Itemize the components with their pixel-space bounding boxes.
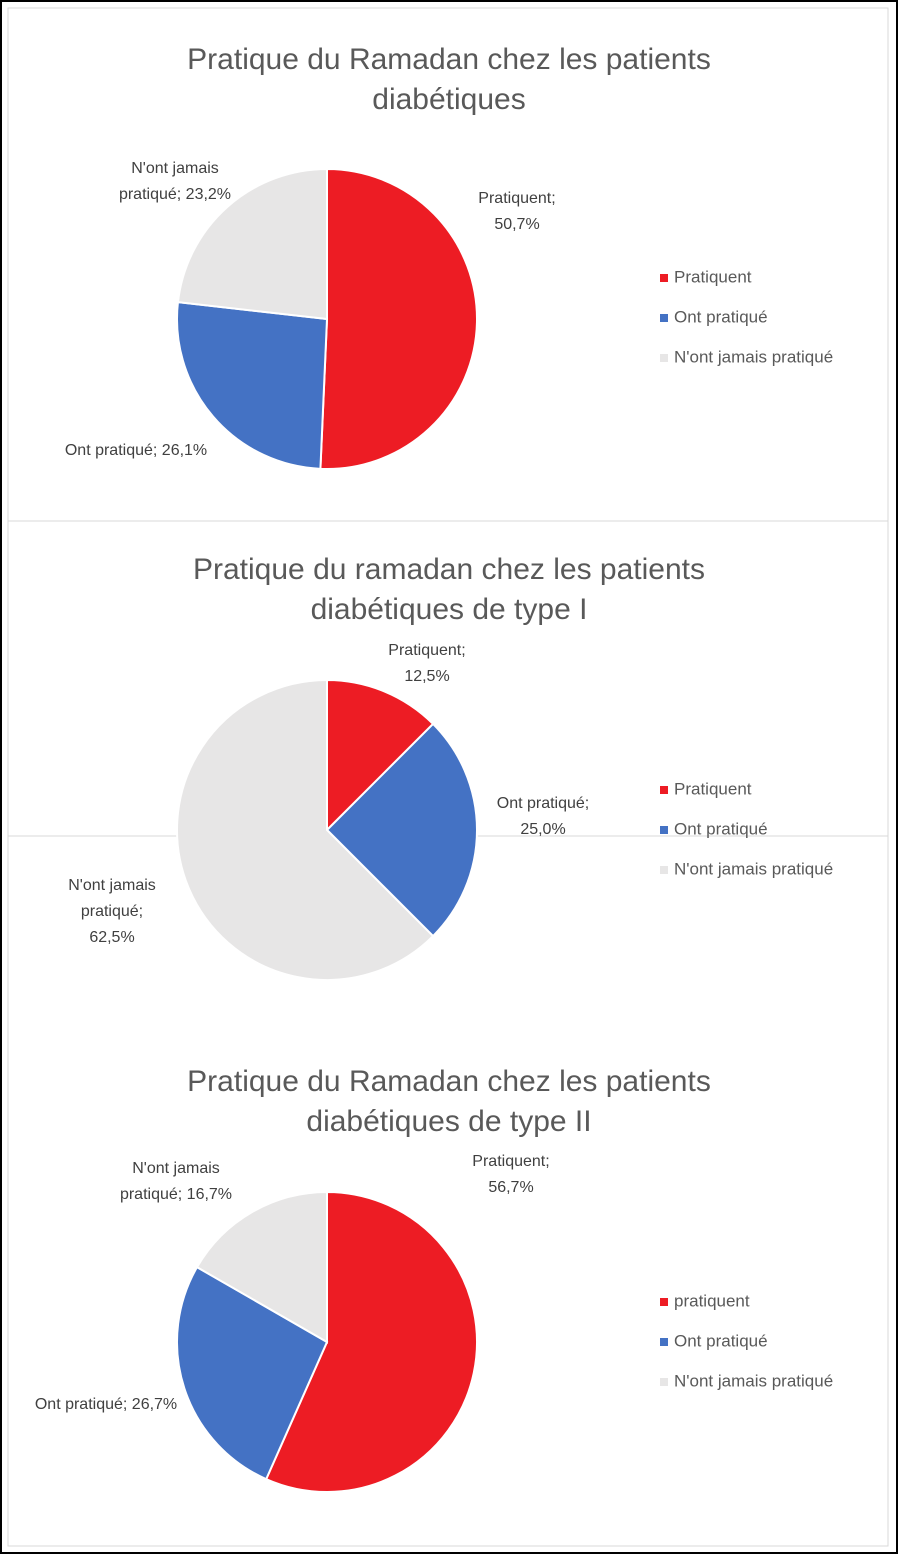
- legend-swatch: [660, 786, 668, 794]
- legend-label: N'ont jamais pratiqué: [674, 1371, 833, 1390]
- legend-label: pratiquent: [674, 1291, 750, 1310]
- legend-label: Pratiquent: [674, 267, 752, 286]
- legend-label: Pratiquent: [674, 779, 752, 798]
- legend-swatch: [660, 1338, 668, 1346]
- chart-title: Pratique du Ramadan chez les patients di…: [187, 43, 711, 116]
- pie-slice: [319, 167, 478, 470]
- pie-slice: [176, 167, 328, 321]
- data-label: N'ont jamais pratiqué; 16,7%: [119, 1160, 233, 1203]
- legend-swatch: [660, 1378, 668, 1386]
- pie-slice: [264, 1190, 478, 1493]
- legend-label: N'ont jamais pratiqué: [674, 859, 833, 878]
- legend-swatch: [660, 826, 668, 834]
- legend-label: N'ont jamais pratiqué: [674, 347, 833, 366]
- pie-slice: [176, 678, 435, 981]
- data-label: Pratiquent; 12,5%: [388, 642, 466, 685]
- legend-swatch: [660, 354, 668, 362]
- pie-slice: [195, 1190, 328, 1344]
- data-label: Pratiquent; 50,7%: [478, 190, 556, 233]
- legend-swatch: [660, 314, 668, 322]
- data-label: N'ont jamais pratiqué; 62,5%: [68, 877, 156, 946]
- data-label: Ont pratiqué; 25,0%: [496, 795, 590, 838]
- data-label: Ont pratiqué; 26,1%: [64, 442, 208, 459]
- chart-title: Pratique du ramadan chez les patients di…: [193, 553, 705, 626]
- legend-label: Ont pratiqué: [674, 819, 768, 838]
- pie-slice: [176, 1265, 329, 1481]
- panel-border: [7, 7, 889, 1547]
- legend-swatch: [660, 866, 668, 874]
- data-label: N'ont jamais pratiqué; 23,2%: [118, 160, 232, 203]
- chart-title: Pratique du Ramadan chez les patients di…: [187, 1065, 711, 1138]
- legend-swatch: [660, 274, 668, 282]
- legend-label: Ont pratiqué: [674, 307, 768, 326]
- legend-swatch: [660, 1298, 668, 1306]
- data-label: Ont pratiqué; 26,7%: [34, 1396, 178, 1413]
- pie-slice: [176, 300, 329, 470]
- legend-label: Ont pratiqué: [674, 1331, 768, 1350]
- pie-slice: [326, 678, 435, 833]
- pie-slice: [325, 722, 478, 938]
- data-label: Pratiquent; 56,7%: [472, 1153, 550, 1196]
